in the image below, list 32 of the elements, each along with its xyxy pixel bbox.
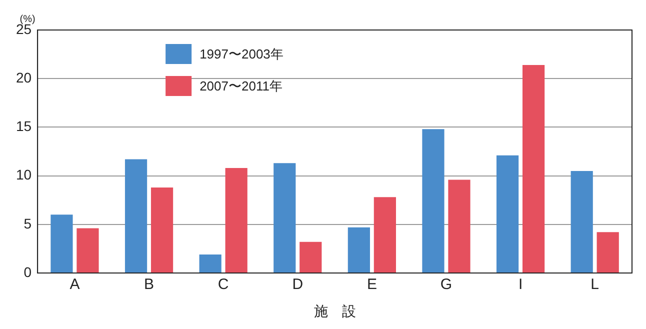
bar	[225, 168, 248, 272]
bar	[274, 163, 296, 272]
bar	[522, 64, 545, 272]
bar	[348, 227, 370, 272]
x-tick-label: C	[218, 276, 229, 294]
y-tick-label: 20	[16, 69, 32, 86]
x-axis-title: 施 設	[314, 302, 356, 319]
y-tick-label: 0	[24, 264, 32, 280]
bar	[199, 254, 222, 272]
y-tick-label: 15	[16, 118, 32, 134]
bar	[374, 197, 396, 272]
bar	[50, 214, 73, 272]
y-tick-label: 10	[16, 166, 32, 183]
legend-label: 2007〜2011年	[200, 78, 282, 94]
bar	[76, 228, 99, 272]
bar	[150, 187, 174, 272]
x-tick-label: G	[440, 276, 452, 294]
x-tick-label: I	[518, 276, 523, 294]
y-tick-label: 5	[24, 215, 32, 232]
bar	[596, 232, 619, 272]
x-tick-label: D	[292, 276, 304, 294]
bar	[570, 170, 593, 272]
bar	[448, 180, 470, 272]
bar	[496, 155, 519, 272]
x-tick-label: A	[70, 276, 80, 294]
bar	[300, 242, 322, 272]
x-tick-label: E	[366, 276, 377, 294]
x-tick-label: L	[590, 276, 600, 294]
bar	[124, 159, 148, 272]
legend-label: 1997〜2003年	[200, 46, 284, 62]
x-tick-label: B	[144, 276, 154, 294]
bar	[422, 129, 444, 272]
